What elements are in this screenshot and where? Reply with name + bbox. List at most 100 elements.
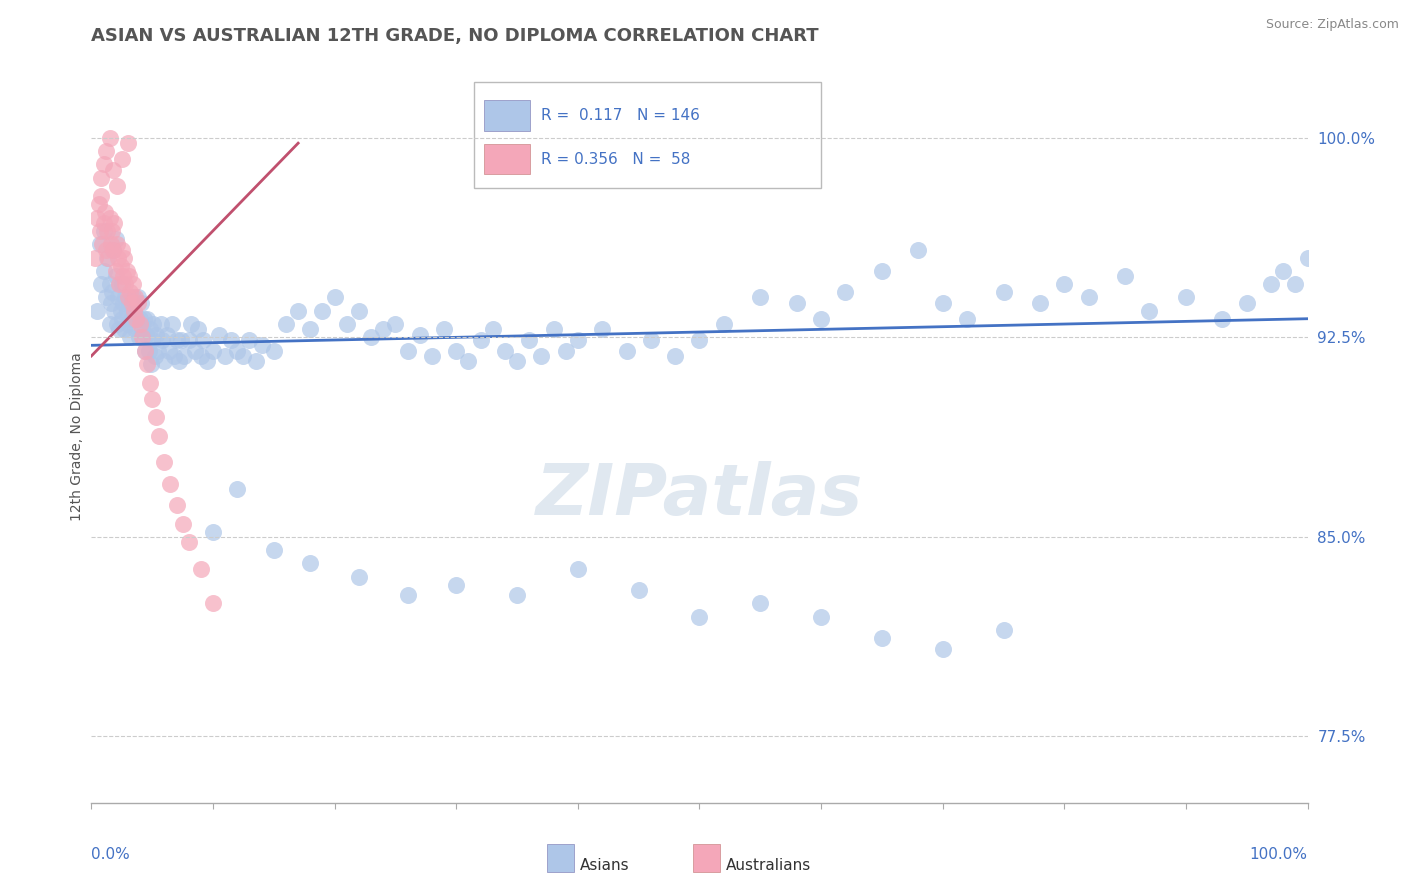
- Point: [132, 311, 155, 326]
- Text: ASIAN VS AUSTRALIAN 12TH GRADE, NO DIPLOMA CORRELATION CHART: ASIAN VS AUSTRALIAN 12TH GRADE, NO DIPLO…: [91, 27, 820, 45]
- Point: [180, 317, 202, 331]
- Point: [103, 162, 125, 177]
- FancyBboxPatch shape: [474, 82, 821, 188]
- Point: [384, 317, 406, 331]
- Point: [112, 322, 135, 336]
- Point: [131, 322, 153, 336]
- Point: [530, 349, 553, 363]
- Point: [263, 343, 285, 358]
- Text: ZIPatlas: ZIPatlas: [536, 461, 863, 530]
- Point: [141, 392, 163, 406]
- Point: [226, 482, 249, 496]
- Point: [93, 216, 115, 230]
- Point: [433, 322, 456, 336]
- Text: 0.0%: 0.0%: [91, 847, 131, 862]
- Point: [134, 343, 156, 358]
- Point: [134, 343, 156, 358]
- Point: [263, 543, 285, 558]
- Point: [1053, 277, 1076, 292]
- Point: [1139, 303, 1161, 318]
- Point: [100, 237, 122, 252]
- Point: [101, 285, 124, 299]
- Point: [120, 330, 142, 344]
- Point: [396, 588, 419, 602]
- Point: [111, 269, 134, 284]
- Point: [139, 322, 162, 336]
- Point: [110, 259, 132, 273]
- Point: [122, 303, 145, 318]
- Point: [688, 333, 710, 347]
- Point: [107, 290, 129, 304]
- Point: [111, 311, 134, 326]
- Point: [104, 264, 127, 278]
- Point: [543, 322, 565, 336]
- Point: [86, 303, 108, 318]
- Point: [104, 232, 127, 246]
- Point: [127, 290, 149, 304]
- Point: [114, 277, 136, 292]
- Point: [360, 330, 382, 344]
- Point: [96, 251, 118, 265]
- Point: [105, 178, 128, 193]
- Point: [107, 251, 129, 265]
- Point: [98, 277, 121, 292]
- Point: [616, 343, 638, 358]
- Point: [1236, 295, 1258, 310]
- Point: [114, 290, 136, 304]
- Point: [177, 333, 200, 347]
- Point: [627, 582, 650, 597]
- Text: Australians: Australians: [727, 858, 811, 872]
- Point: [184, 343, 207, 358]
- Point: [124, 322, 146, 336]
- Point: [121, 277, 143, 292]
- Point: [145, 327, 167, 342]
- Point: [664, 349, 686, 363]
- Point: [177, 535, 200, 549]
- Point: [956, 311, 979, 326]
- Point: [115, 264, 138, 278]
- Point: [245, 354, 267, 368]
- Point: [100, 295, 122, 310]
- Point: [122, 303, 145, 318]
- Text: Asians: Asians: [581, 858, 630, 872]
- Point: [834, 285, 856, 299]
- Point: [713, 317, 735, 331]
- Bar: [484, 144, 530, 175]
- Point: [124, 290, 146, 304]
- Point: [311, 303, 333, 318]
- Point: [108, 322, 131, 336]
- Point: [150, 333, 173, 347]
- Point: [118, 269, 141, 284]
- Point: [153, 354, 176, 368]
- Point: [84, 251, 107, 265]
- Point: [105, 237, 128, 252]
- Point: [187, 322, 209, 336]
- Point: [94, 290, 117, 304]
- Point: [98, 317, 121, 331]
- Point: [190, 349, 212, 363]
- Point: [1272, 264, 1295, 278]
- Point: [136, 311, 159, 326]
- Point: [299, 322, 322, 336]
- Point: [101, 224, 124, 238]
- Point: [554, 343, 576, 358]
- Point: [250, 338, 273, 352]
- Point: [145, 410, 167, 425]
- Point: [287, 303, 309, 318]
- Point: [640, 333, 662, 347]
- Point: [931, 295, 953, 310]
- Point: [190, 562, 212, 576]
- Point: [141, 333, 163, 347]
- Point: [138, 343, 160, 358]
- Point: [103, 243, 125, 257]
- Point: [506, 354, 529, 368]
- Point: [159, 476, 181, 491]
- Point: [494, 343, 516, 358]
- Point: [103, 243, 125, 257]
- Point: [111, 152, 134, 166]
- Point: [129, 295, 152, 310]
- Point: [274, 317, 297, 331]
- Point: [93, 224, 115, 238]
- Point: [148, 343, 170, 358]
- Point: [1175, 290, 1198, 304]
